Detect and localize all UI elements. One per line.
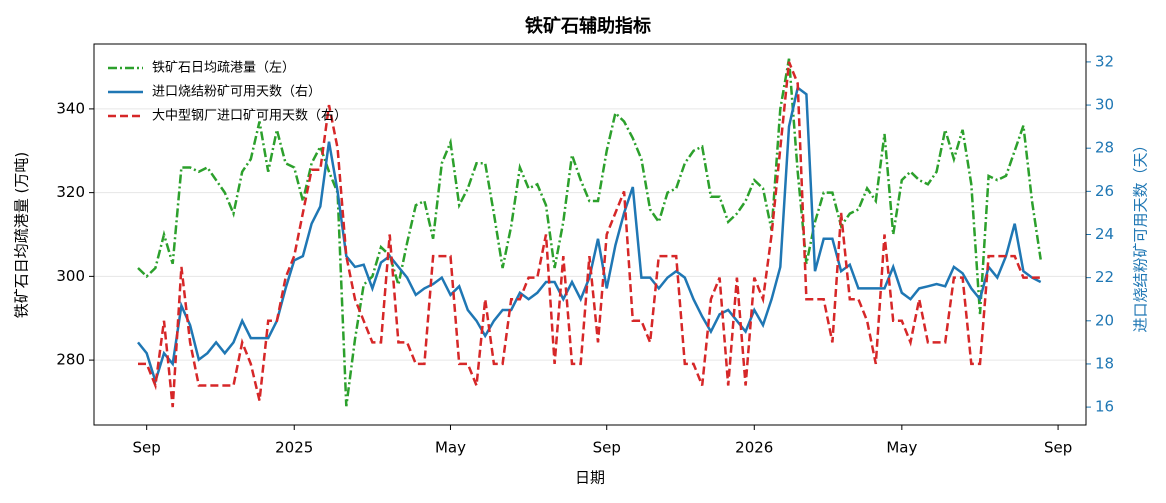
y2-tick-label: 20: [1095, 311, 1114, 329]
x-tick-label: 2026: [735, 439, 773, 457]
y2-tick-label: 28: [1095, 139, 1114, 157]
x-axis-label: 日期: [575, 469, 605, 487]
y2-tick-label: 26: [1095, 182, 1114, 200]
legend-label: 进口烧结粉矿可用天数（右）: [152, 85, 321, 100]
y-tick-label: 340: [56, 99, 85, 117]
legend-label: 铁矿石日均疏港量（左）: [152, 61, 295, 76]
y-tick-label: 280: [56, 351, 85, 369]
x-tick-label: 2025: [275, 439, 313, 457]
legend: 铁矿石日均疏港量（左） 进口烧结粉矿可用天数（右） 大中型钢厂进口矿可用天数（右）: [108, 61, 347, 124]
y2-tick-label: 32: [1095, 52, 1114, 70]
plot-frame: [93, 43, 1087, 426]
x-tick-label: Sep: [593, 439, 621, 457]
y-axis-label: 铁矿石日均疏港量 (万吨): [13, 152, 31, 318]
y-tick-label: 300: [56, 267, 85, 285]
y2-tick-label: 18: [1095, 354, 1114, 372]
x-tick-label: Sep: [1044, 439, 1072, 457]
y2-axis-label: 进口烧结粉矿可用天数（天）: [1132, 137, 1150, 332]
x-tick-label: May: [886, 439, 917, 457]
x-tick-label: May: [435, 439, 466, 457]
y2-tick-label: 22: [1095, 268, 1114, 286]
y2-tick-label: 30: [1095, 96, 1114, 114]
series-line: [137, 58, 1042, 407]
series-line: [137, 85, 1042, 386]
series-line: [138, 61, 1041, 408]
chart-title: 铁矿石辅助指标: [525, 15, 651, 37]
y-tick-label: 320: [56, 183, 85, 201]
y2-tick-label: 24: [1095, 225, 1114, 243]
x-tick-label: Sep: [133, 439, 161, 457]
y2-tick-label: 16: [1095, 398, 1114, 416]
legend-label: 大中型钢厂进口矿可用天数（右）: [152, 109, 347, 124]
